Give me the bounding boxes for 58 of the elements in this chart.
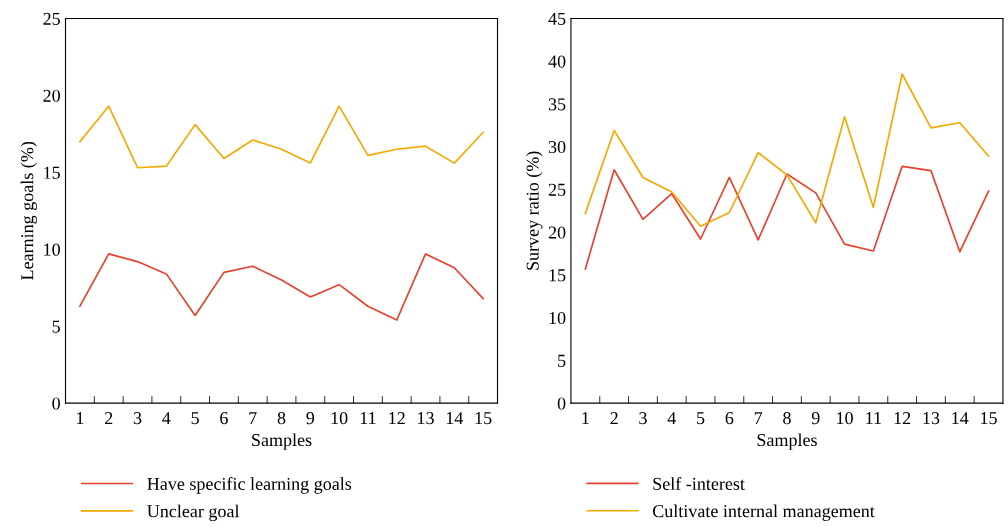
y-tick-label: 10 — [44, 243, 60, 256]
x-tick-label: 3 — [133, 412, 142, 425]
x-tick-label: 11 — [866, 412, 881, 425]
x-tick-label: 2 — [610, 412, 618, 425]
y-tick-label: 0 — [557, 397, 566, 410]
x-tick-label: 12 — [894, 412, 911, 425]
x-tick-label: 7 — [249, 412, 257, 425]
x-tick-label: 1 — [582, 412, 589, 425]
y-axis-title: Learning goals (%) — [20, 141, 38, 280]
x-tick-label: 9 — [306, 412, 315, 425]
x-tick-label: 2 — [105, 412, 113, 425]
legend-label: Have specific learning goals — [147, 477, 352, 494]
x-tick-label: 7 — [754, 412, 763, 425]
y-tick-label: 15 — [549, 269, 566, 282]
y-tick-label: 5 — [52, 320, 60, 333]
y-tick-label: 10 — [549, 311, 566, 325]
x-tick-label: 3 — [639, 412, 647, 425]
x-tick-label: 14 — [952, 412, 969, 425]
y-tick-label: 30 — [548, 140, 566, 154]
x-tick-label: 13 — [418, 412, 434, 425]
y-tick-label: 20 — [548, 226, 566, 239]
x-axis-title: Samples — [252, 433, 312, 450]
x-tick-label: 10 — [331, 412, 348, 425]
x-tick-label: 5 — [191, 412, 199, 425]
x-tick-label: 4 — [667, 412, 676, 425]
y-tick-label: 25 — [43, 12, 60, 25]
y-tick-label: 0 — [52, 397, 60, 410]
x-tick-label: 1 — [76, 412, 84, 425]
x-tick-label: 10 — [837, 412, 853, 425]
legend-label: Unclear goal — [147, 504, 240, 522]
x-tick-label: 13 — [923, 412, 940, 425]
x-tick-label: 15 — [475, 412, 492, 425]
y-tick-label: 40 — [548, 55, 566, 68]
x-tick-label: 6 — [220, 412, 228, 425]
y-tick-label: 5 — [558, 354, 566, 367]
line-series — [79, 105, 484, 169]
y-axis-title: Survey ratio (%) — [526, 151, 543, 270]
y-tick-label: 15 — [44, 166, 60, 179]
x-axis-title: Samples — [757, 433, 817, 450]
x-tick-label: 5 — [697, 412, 705, 425]
legend-label: Self -interest — [653, 477, 745, 490]
legend-label: Cultivate internal management — [652, 504, 875, 521]
y-tick-label: 35 — [548, 98, 566, 111]
x-tick-label: 11 — [360, 412, 376, 425]
x-tick-label: 9 — [811, 412, 820, 425]
x-tick-label: 6 — [725, 412, 734, 425]
y-tick-label: 45 — [548, 12, 566, 25]
x-tick-label: 8 — [277, 412, 286, 425]
line-series — [79, 253, 484, 321]
line-series — [584, 165, 990, 270]
x-tick-label: 15 — [981, 412, 997, 425]
y-tick-label: 20 — [43, 89, 60, 102]
x-tick-label: 4 — [162, 412, 171, 425]
x-tick-label: 12 — [389, 412, 405, 425]
line-series — [584, 73, 990, 228]
x-tick-label: 14 — [446, 412, 464, 425]
y-tick-label: 25 — [548, 183, 566, 196]
x-tick-label: 8 — [783, 412, 791, 425]
